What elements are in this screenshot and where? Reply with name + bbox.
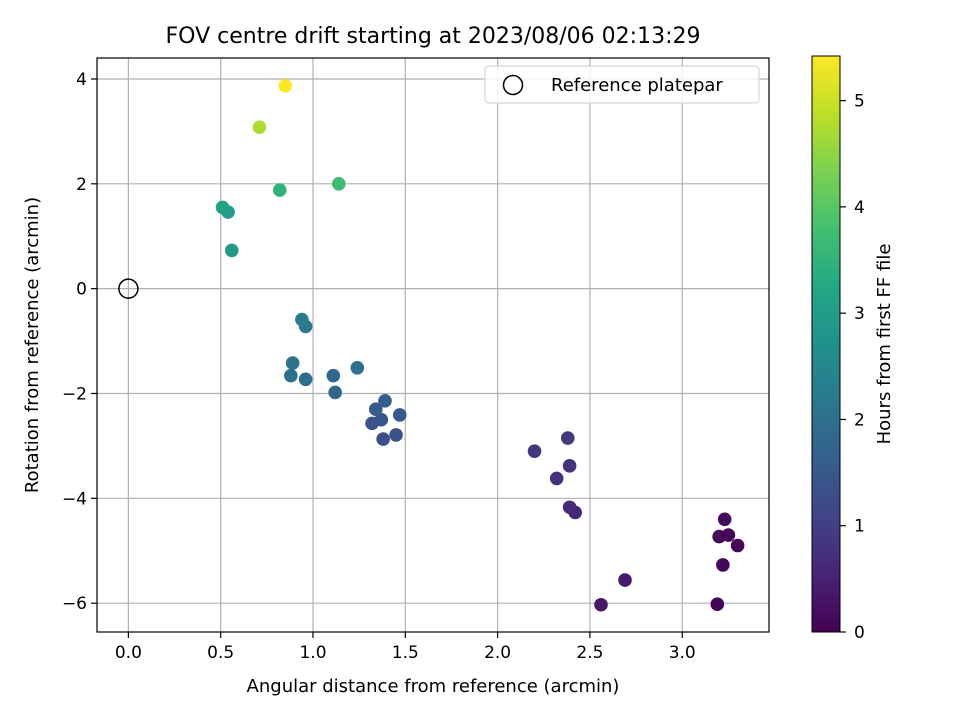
x-tick-label: 0.5 [207, 643, 234, 663]
colorbar-tick-label: 4 [854, 198, 865, 218]
data-point [392, 408, 407, 422]
x-axis-label: Angular distance from reference (arcmin) [247, 676, 620, 697]
data-point [278, 78, 293, 93]
data-point [618, 573, 632, 587]
legend-reference-marker [502, 74, 524, 96]
data-point [326, 368, 341, 383]
reference-marker-layer [118, 278, 139, 299]
data-point [284, 368, 298, 383]
x-tick-label: 3.0 [669, 643, 696, 663]
colorbar-tick-label: 0 [854, 623, 865, 643]
data-point [252, 120, 267, 134]
data-point [332, 177, 346, 191]
x-axis-ticks: 0.0 0.5 1.0 1.5 2.0 2.5 3.0 [115, 632, 696, 663]
data-point [560, 431, 575, 445]
x-tick-label: 2.5 [576, 643, 603, 663]
data-point [368, 402, 383, 417]
colorbar-label: Hours from first FF file [874, 244, 895, 445]
data-point [328, 385, 342, 400]
data-point [730, 538, 745, 553]
data-point [527, 444, 542, 458]
colorbar-tick-label: 2 [854, 410, 865, 430]
data-point [374, 412, 389, 427]
data-point [378, 394, 392, 408]
data-point [376, 432, 390, 446]
colorbar: 0 1 2 3 4 5 Hours from first FF file [811, 55, 895, 643]
data-point [717, 512, 732, 527]
legend-label: Reference platepar [551, 75, 723, 96]
y-tick-label: 0 [76, 280, 87, 300]
y-tick-label: −4 [62, 489, 87, 509]
data-point [295, 312, 309, 327]
colorbar-gradient [811, 55, 841, 633]
y-tick-label: 2 [76, 175, 87, 195]
data-points [215, 78, 745, 612]
data-point [272, 183, 287, 197]
grid-lines [97, 58, 769, 632]
y-tick-label: −2 [62, 384, 87, 404]
data-point [716, 558, 730, 572]
legend-box [484, 65, 760, 104]
data-point [721, 528, 736, 542]
legend: Reference platepar [484, 65, 760, 104]
x-tick-label: 0.0 [115, 643, 142, 663]
data-point [562, 500, 577, 515]
x-tick-label: 1.0 [299, 643, 326, 663]
colorbar-tick-label: 5 [854, 92, 865, 112]
data-point [594, 597, 608, 612]
data-point [215, 200, 230, 215]
data-point [350, 361, 365, 375]
data-point [562, 459, 577, 473]
y-tick-label: 4 [76, 70, 87, 90]
y-axis-ticks: 4 2 0 −2 −4 −6 [62, 70, 97, 614]
plot-frame [96, 57, 770, 633]
data-point [710, 597, 725, 612]
colorbar-tick-label: 3 [854, 304, 865, 324]
data-point [224, 243, 239, 258]
y-tick-label: −6 [62, 594, 87, 614]
colorbar-ticks: 0 1 2 3 4 5 [840, 92, 865, 643]
data-point [285, 356, 300, 370]
x-tick-label: 2.0 [484, 643, 511, 663]
data-point [549, 471, 564, 486]
chart-title: FOV centre drift starting at 2023/08/06 … [166, 24, 701, 49]
x-tick-label: 1.5 [392, 643, 419, 663]
data-point [389, 428, 403, 442]
data-point [298, 372, 313, 387]
colorbar-tick-label: 1 [854, 517, 865, 537]
y-axis-label: Rotation from reference (arcmin) [22, 197, 43, 493]
reference-platepar-marker [118, 278, 139, 299]
